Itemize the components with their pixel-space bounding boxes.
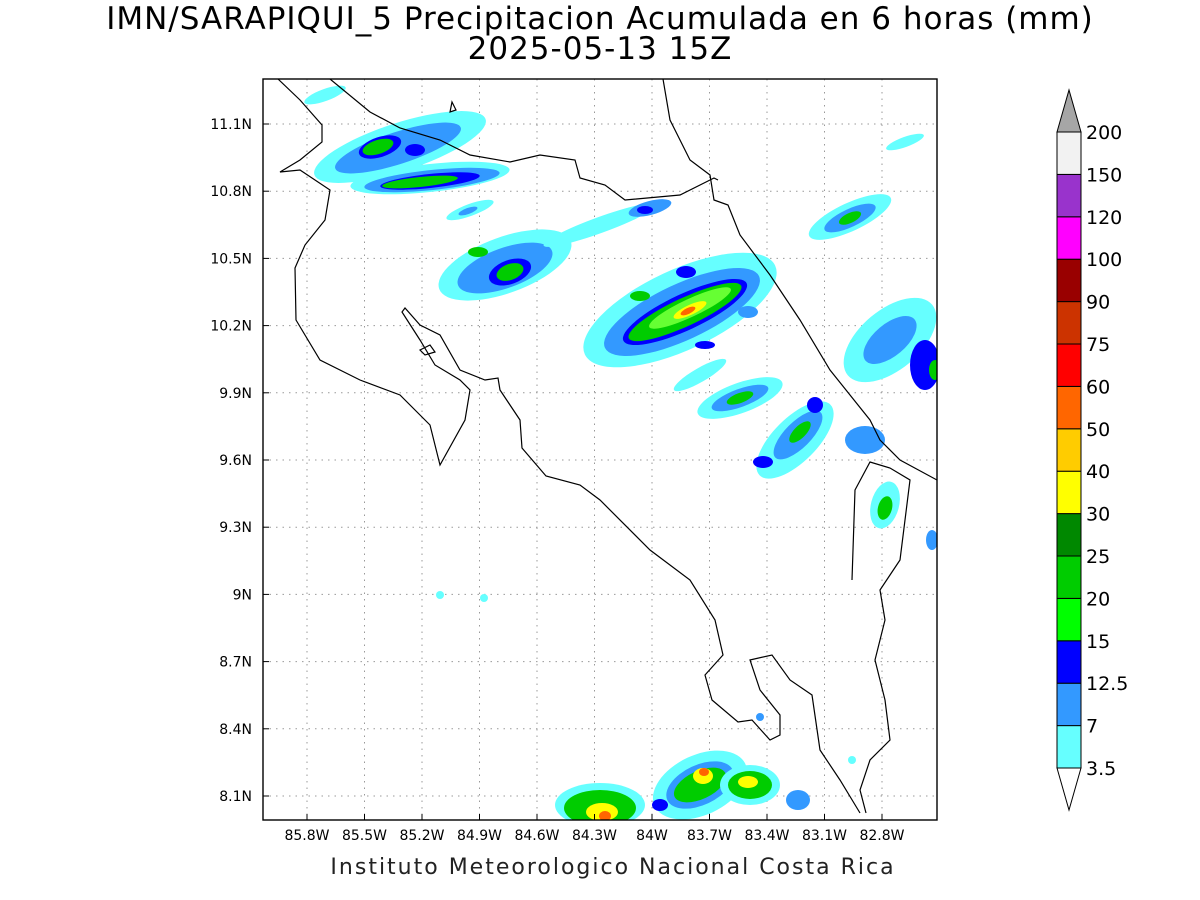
lat-tick-label: 10.2N [210, 319, 252, 335]
colorbar-box [1056, 131, 1082, 175]
colorbar-label: 40 [1086, 461, 1110, 483]
colorbar-label: 60 [1086, 376, 1110, 398]
rain-cell-south [436, 591, 856, 820]
lon-tick-label: 83.7W [687, 828, 732, 844]
colorbar-box [1056, 385, 1082, 430]
lon-tick-label: 83.1W [802, 828, 847, 844]
colorbar-box [1056, 470, 1082, 515]
colorbar-box [1056, 216, 1082, 260]
colorbar-box [1056, 428, 1082, 472]
lat-tick-label: 8.7N [219, 655, 252, 671]
lon-tick-label: 84.6W [514, 828, 559, 844]
map-title: IMN/SARAPIQUI_5 Precipitacion Acumulada … [106, 1, 1094, 37]
colorbar-label: 20 [1086, 588, 1110, 610]
pacific-coast [277, 79, 861, 814]
lon-tick-label: 85.5W [342, 828, 387, 844]
colorbar-box [1056, 682, 1082, 727]
colorbar-label: 25 [1086, 546, 1110, 568]
colorbar-label: 200 [1086, 122, 1122, 144]
colorbar-label: 100 [1086, 249, 1122, 271]
colorbar-label: 7 [1086, 716, 1098, 738]
colorbar-box [1056, 513, 1082, 557]
lat-tick-label: 8.1N [219, 789, 252, 805]
colorbar-label: 50 [1086, 419, 1110, 441]
lat-tick-label: 10.5N [210, 251, 252, 267]
credit-line: Instituto Meteorologico Nacional Costa R… [330, 855, 896, 880]
colorbar-label: 120 [1086, 207, 1122, 229]
coastlines [277, 79, 937, 814]
lon-tick-label: 85.2W [399, 828, 444, 844]
colorbar-label: 30 [1086, 504, 1110, 526]
rain-cell-central-north [438, 199, 672, 301]
map-frame [262, 78, 938, 821]
lon-tick-label: 82.8W [859, 828, 904, 844]
colorbar-box [1056, 640, 1082, 684]
colorbar-box [1056, 597, 1082, 642]
precipitation-field [304, 85, 937, 820]
lon-tick-label: 84.3W [572, 828, 617, 844]
lat-lon-grid [263, 79, 937, 820]
colorbar-label: 12.5 [1086, 673, 1128, 695]
rain-cell-east [697, 133, 937, 550]
lon-tick-label: 84W [636, 828, 668, 844]
colorbar-label: 3.5 [1086, 758, 1116, 780]
colorbar-top-triangle [1056, 88, 1082, 133]
lon-tick-label: 83.4W [744, 828, 789, 844]
lon-tick-label: 85.8W [284, 828, 329, 844]
lat-tick-label: 9.6N [219, 453, 252, 469]
lat-tick-label: 10.8N [210, 184, 252, 200]
colorbar-box [1056, 173, 1082, 218]
gulf-island [418, 344, 436, 356]
colorbar-box [1056, 725, 1082, 769]
colorbar-label: 15 [1086, 631, 1110, 653]
map-valid-time: 2025-05-13 15Z [467, 31, 733, 67]
colorbar-label: 75 [1086, 334, 1110, 356]
colorbar-box [1056, 555, 1082, 599]
colorbar: 3.5 7 12.5 15 20 25 30 40 50 60 75 90 100 120 150 200 [1056, 88, 1128, 812]
colorbar-box [1056, 301, 1082, 345]
panama-border [851, 461, 911, 814]
axis-ticks: 85.8W 85.5W 85.2W 84.9W 84.6W 84.3W 84W 83.7W 83… [210, 117, 904, 844]
lat-tick-label: 8.4N [219, 722, 252, 738]
lat-tick-label: 9.3N [219, 520, 252, 536]
colorbar-label: 150 [1086, 164, 1122, 186]
colorbar-box [1056, 258, 1082, 303]
lat-tick-label: 9N [233, 587, 252, 603]
lake-island [449, 100, 457, 113]
lat-tick-label: 9.9N [219, 386, 252, 402]
colorbar-box [1056, 343, 1082, 387]
rain-cell-nw [304, 85, 510, 221]
colorbar-bottom-triangle [1056, 767, 1082, 812]
lon-tick-label: 84.9W [457, 828, 502, 844]
lat-tick-label: 11.1N [210, 117, 252, 133]
colorbar-label: 90 [1086, 292, 1110, 314]
nicaragua-border [329, 79, 719, 201]
rain-cell-central [583, 252, 777, 392]
caribbean-coast [662, 79, 937, 481]
